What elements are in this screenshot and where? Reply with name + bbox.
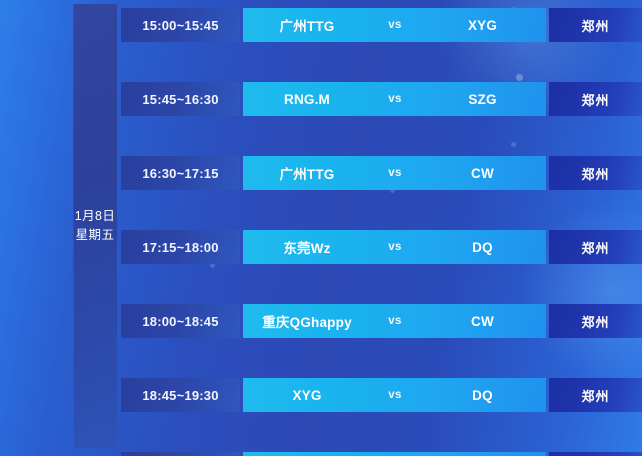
schedule-date-day: 1月8日	[74, 209, 116, 223]
row-team-b: SZG	[468, 91, 497, 107]
row-match: 重庆QGhappy vs CW	[243, 304, 546, 338]
row-team-b: DQ	[472, 239, 493, 255]
row-team-b: CW	[471, 165, 494, 181]
schedule-date-cell: 1月8日 星期五	[73, 4, 117, 448]
row-match: 南京Hero久竞 vs CW	[243, 452, 546, 456]
row-city: 郑州	[549, 8, 642, 42]
row-time: 15:00~15:45	[121, 8, 240, 42]
row-vs-label: vs	[388, 19, 402, 31]
row-city: 郑州	[549, 156, 642, 190]
row-team-a: 广州TTG	[279, 167, 335, 182]
row-team-b: CW	[471, 313, 494, 329]
row-team-b: XYG	[467, 17, 498, 33]
row-vs-label: vs	[388, 241, 402, 253]
row-city: 郑州	[549, 82, 642, 116]
row-vs-label: vs	[388, 93, 402, 105]
row-team-a: RNG.M	[284, 91, 330, 107]
row-time: 16:30~17:15	[121, 156, 240, 190]
row-time: 19:30~20:15	[121, 452, 240, 456]
row-team-b: DQ	[472, 387, 493, 403]
row-team-a: 东莞Wz	[283, 241, 331, 256]
row-vs-label: vs	[388, 167, 402, 179]
row-match: 东莞Wz vs DQ	[243, 230, 546, 264]
row-match: 广州TTG vs CW	[243, 156, 546, 190]
row-city: 郑州	[549, 304, 642, 338]
row-match: 广州TTG vs XYG	[243, 8, 546, 42]
row-team-a: 重庆QGhappy	[262, 315, 352, 330]
row-team-a: 广州TTG	[279, 19, 335, 34]
row-vs-label: vs	[388, 389, 402, 401]
row-team-a: XYG	[292, 387, 322, 403]
row-time: 18:00~18:45	[121, 304, 240, 338]
row-match: RNG.M vs SZG	[243, 82, 546, 116]
row-city: 郑州	[549, 378, 642, 412]
row-time: 17:15~18:00	[121, 230, 240, 264]
row-match: XYG vs DQ	[243, 378, 546, 412]
schedule-date-weekday: 星期五	[75, 228, 115, 242]
row-vs-label: vs	[388, 315, 402, 327]
row-time: 15:45~16:30	[121, 82, 240, 116]
row-city: 郑州	[549, 452, 642, 456]
row-time: 18:45~19:30	[121, 378, 240, 412]
row-city: 郑州	[549, 230, 642, 264]
